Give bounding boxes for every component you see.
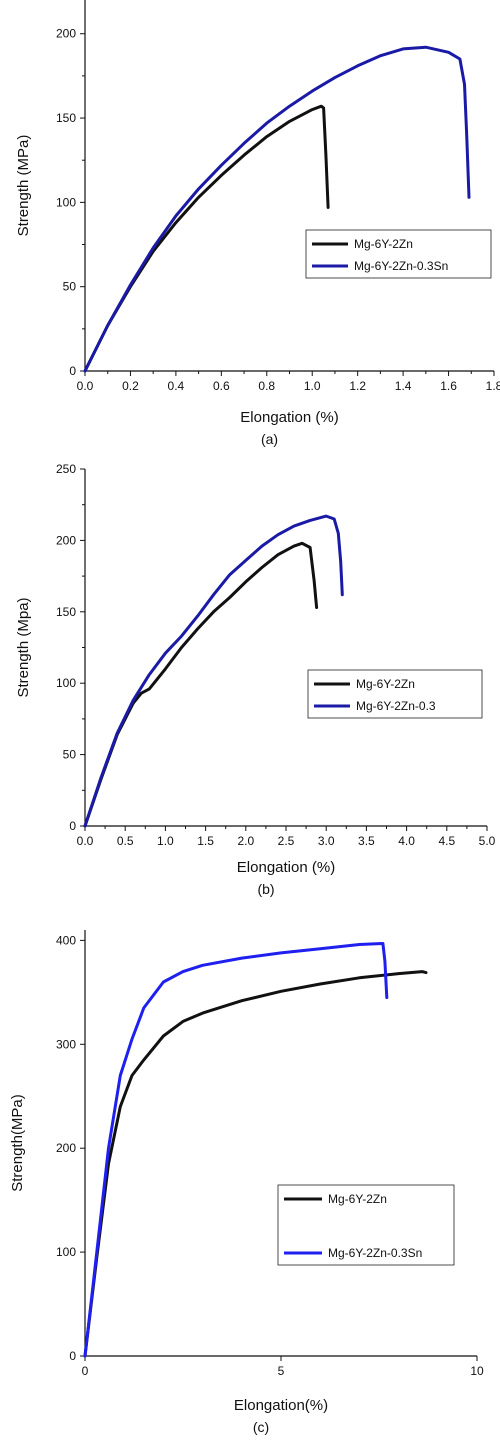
series-line-mg-6y-2zn: [83, 970, 428, 1358]
series-line-mg-6y-2zn-0-3: [83, 514, 344, 828]
chart-panel-a: 0.0 0.2 0.4 0.6 0.8 1.0 1.2 1.4 1.6 1.8 0 50 100 150 2…: [15, 0, 500, 447]
y-tick-label: 50: [63, 280, 77, 294]
legend-box: [305, 229, 492, 279]
x-axis-label: Elongation (%): [240, 409, 338, 426]
y-tick-label: 250: [56, 462, 76, 476]
series-line-mg-6y-2zn: [83, 104, 330, 373]
y-tick-label: 200: [56, 1141, 76, 1155]
y-tick-label: 400: [56, 933, 76, 947]
x-tick-label: 3.0: [318, 834, 335, 848]
x-tick-label: 5: [278, 1364, 285, 1378]
y-tick-label: 100: [56, 1245, 76, 1259]
legend-box: [307, 669, 483, 719]
y-tick-label: 150: [56, 111, 76, 125]
series-line-mg-6y-2zn: [83, 541, 319, 828]
legend-label: Mg-6Y-2Zn: [354, 237, 413, 251]
x-tick-label: 0.2: [122, 379, 139, 393]
x-tick-label: 4.0: [398, 834, 415, 848]
x-tick-label: 0.4: [168, 379, 185, 393]
x-tick-label: 4.5: [438, 834, 455, 848]
legend-label: Mg-6Y-2Zn: [356, 677, 415, 691]
x-tick-label: 1.0: [304, 379, 321, 393]
legend-label: Mg-6Y-2Zn-0.3Sn: [354, 259, 448, 273]
legend-label: Mg-6Y-2Zn-0.3: [356, 699, 436, 713]
series-line-mg-6y-2zn-0-3sn: [83, 45, 471, 373]
panel-caption: (c): [253, 1419, 269, 1435]
legend-label: Mg-6Y-2Zn-0.3Sn: [328, 1246, 422, 1260]
y-axis-label: Strength (Mpa): [15, 597, 32, 697]
x-tick-label: 0.6: [213, 379, 230, 393]
x-tick-label: 0.8: [258, 379, 275, 393]
chart-panel-b: 0.0 0.5 1.0 1.5 2.0 2.5 3.0 3.5 4.0 4.5 5.0 0 50 100 1…: [15, 462, 496, 897]
chart-panel-c: 0 5 100100200300400Elongation(%)Strength(M…: [9, 930, 484, 1435]
y-axis-label: Strength(MPa): [9, 1094, 26, 1192]
y-tick-label: 300: [56, 1037, 76, 1051]
y-axis-label: Strength (MPa): [15, 135, 32, 237]
y-tick-label: 150: [56, 605, 76, 619]
panel-caption: (b): [257, 881, 274, 897]
x-tick-label: 0: [82, 1364, 89, 1378]
y-tick-label: 0: [69, 1349, 76, 1363]
x-tick-label: 1.6: [440, 379, 457, 393]
x-tick-label: 1.2: [349, 379, 366, 393]
x-tick-label: 1.5: [197, 834, 214, 848]
series-line-mg-6y-2zn-0-3sn: [83, 942, 389, 1358]
x-tick-label: 0.0: [77, 379, 94, 393]
y-tick-label: 200: [56, 533, 76, 547]
x-tick-label: 2.5: [278, 834, 295, 848]
y-tick-label: 0: [69, 364, 76, 378]
x-tick-label: 1.8: [486, 379, 500, 393]
x-axis-label: Elongation(%): [234, 1397, 328, 1414]
x-axis-label: Elongation (%): [237, 859, 335, 876]
y-tick-label: 200: [56, 27, 76, 41]
x-tick-label: 10: [470, 1364, 484, 1378]
x-tick-label: 1.4: [395, 379, 412, 393]
x-tick-label: 2.0: [237, 834, 254, 848]
y-tick-label: 0: [69, 819, 76, 833]
x-tick-label: 1.0: [157, 834, 174, 848]
y-tick-label: 100: [56, 195, 76, 209]
y-tick-label: 100: [56, 676, 76, 690]
x-tick-label: 0.0: [77, 834, 94, 848]
x-tick-label: 3.5: [358, 834, 375, 848]
y-tick-label: 50: [63, 748, 77, 762]
legend-label: Mg-6Y-2Zn: [328, 1192, 387, 1206]
x-tick-label: 5.0: [479, 834, 496, 848]
panel-caption: (a): [261, 431, 278, 447]
x-tick-label: 0.5: [117, 834, 134, 848]
